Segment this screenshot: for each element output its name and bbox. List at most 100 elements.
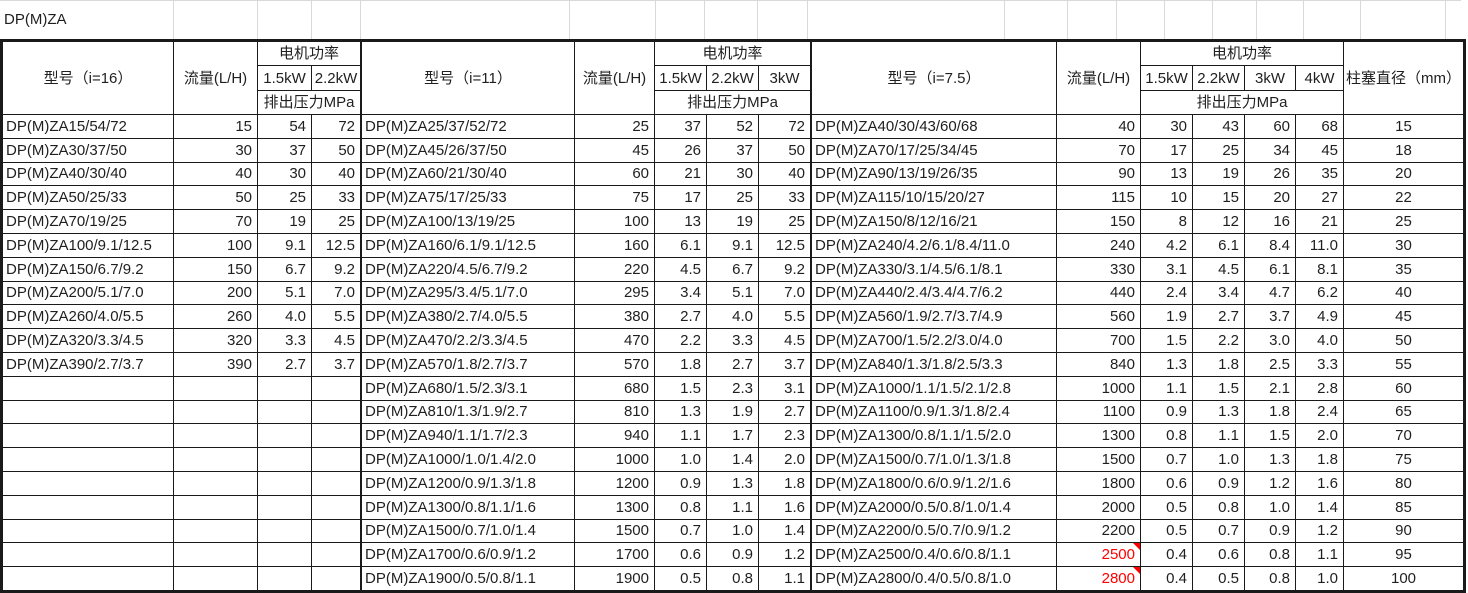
pressure-cell[interactable]: 4.0 xyxy=(1295,328,1344,353)
kw-header[interactable]: 2.2kW xyxy=(1192,65,1245,91)
pressure-cell[interactable]: 1.3 xyxy=(706,470,759,496)
pressure-cell[interactable]: 27 xyxy=(1295,185,1344,211)
flow-column-header[interactable]: 流量(L/H) xyxy=(574,41,655,115)
pressure-cell[interactable]: 8.4 xyxy=(1244,232,1296,258)
flow-cell[interactable]: 320 xyxy=(173,328,258,353)
pressure-cell[interactable] xyxy=(257,518,312,544)
flow-cell[interactable]: 1900 xyxy=(574,566,655,591)
pressure-cell[interactable]: 1.5 xyxy=(1140,328,1193,353)
pressure-cell[interactable]: 37 xyxy=(706,137,759,163)
model-cell[interactable]: DP(M)ZA1300/0.8/1.1/1.5/2.0 xyxy=(811,423,1057,449)
pressure-cell[interactable]: 0.5 xyxy=(1140,494,1193,520)
pressure-cell[interactable] xyxy=(257,423,312,449)
pressure-cell[interactable]: 72 xyxy=(311,114,361,139)
pressure-cell[interactable]: 54 xyxy=(257,114,312,139)
model-cell[interactable] xyxy=(2,542,174,568)
flow-cell[interactable]: 200 xyxy=(173,280,258,306)
pressure-cell[interactable]: 3.4 xyxy=(1192,280,1245,306)
motor-power-header[interactable]: 电机功率 xyxy=(257,41,361,66)
flow-cell[interactable]: 390 xyxy=(173,351,258,377)
pressure-cell[interactable]: 3.7 xyxy=(1244,304,1296,330)
flow-cell[interactable]: 25 xyxy=(574,114,655,139)
pressure-cell[interactable]: 15 xyxy=(1192,185,1245,211)
pressure-cell[interactable]: 19 xyxy=(257,209,312,234)
model-cell[interactable]: DP(M)ZA40/30/40 xyxy=(2,161,174,187)
pressure-cell[interactable]: 0.9 xyxy=(1140,399,1193,425)
model-column-header[interactable]: 型号（i=7.5） xyxy=(811,41,1057,115)
plunger-diameter-cell[interactable]: 50 xyxy=(1343,328,1464,353)
pressure-cell[interactable]: 3.1 xyxy=(758,375,811,401)
model-cell[interactable]: DP(M)ZA700/1.5/2.2/3.0/4.0 xyxy=(811,328,1057,353)
model-cell[interactable]: DP(M)ZA15/54/72 xyxy=(2,114,174,139)
pressure-cell[interactable]: 0.4 xyxy=(1140,542,1193,568)
pressure-cell[interactable]: 0.7 xyxy=(654,518,707,544)
model-cell[interactable]: DP(M)ZA940/1.1/1.7/2.3 xyxy=(361,423,575,449)
flow-cell[interactable]: 2800 xyxy=(1056,566,1141,591)
pressure-cell[interactable]: 1.6 xyxy=(758,494,811,520)
pressure-cell[interactable]: 2.0 xyxy=(1295,423,1344,449)
pressure-cell[interactable]: 72 xyxy=(758,114,811,139)
pressure-cell[interactable]: 17 xyxy=(1140,137,1193,163)
pressure-cell[interactable]: 0.9 xyxy=(1244,518,1296,544)
pressure-cell[interactable]: 1.5 xyxy=(1244,423,1296,449)
kw-header[interactable]: 4kW xyxy=(1295,65,1344,91)
pressure-cell[interactable]: 21 xyxy=(1295,209,1344,234)
plunger-diameter-header[interactable]: 柱塞直径（mm） xyxy=(1343,41,1464,115)
pressure-cell[interactable]: 1.0 xyxy=(1244,494,1296,520)
flow-cell[interactable]: 2500 xyxy=(1056,542,1141,568)
pressure-cell[interactable]: 2.8 xyxy=(1295,375,1344,401)
kw-header[interactable]: 3kW xyxy=(758,65,811,91)
flow-cell[interactable]: 680 xyxy=(574,375,655,401)
pressure-cell[interactable]: 3.4 xyxy=(654,280,707,306)
pressure-cell[interactable] xyxy=(257,447,312,472)
pressure-cell[interactable]: 19 xyxy=(1192,161,1245,187)
pressure-cell[interactable]: 5.1 xyxy=(257,280,312,306)
pressure-cell[interactable]: 1.3 xyxy=(1140,351,1193,377)
flow-column-header[interactable]: 流量(L/H) xyxy=(173,41,258,115)
plunger-diameter-cell[interactable]: 85 xyxy=(1343,494,1464,520)
pressure-cell[interactable]: 40 xyxy=(758,161,811,187)
kw-header[interactable]: 1.5kW xyxy=(257,65,312,91)
pressure-cell[interactable]: 6.1 xyxy=(1244,256,1296,282)
discharge-pressure-header[interactable]: 排出压力MPa xyxy=(654,90,811,115)
pressure-cell[interactable]: 3.3 xyxy=(706,328,759,353)
sheet-title[interactable]: DP(M)ZA xyxy=(4,11,67,28)
plunger-diameter-cell[interactable]: 40 xyxy=(1343,280,1464,306)
pressure-cell[interactable]: 1.2 xyxy=(758,542,811,568)
model-cell[interactable]: DP(M)ZA70/17/25/34/45 xyxy=(811,137,1057,163)
pressure-cell[interactable]: 3.7 xyxy=(311,351,361,377)
pressure-cell[interactable]: 1.1 xyxy=(758,566,811,591)
pressure-cell[interactable]: 2.7 xyxy=(758,399,811,425)
pressure-cell[interactable]: 68 xyxy=(1295,114,1344,139)
pressure-cell[interactable]: 0.8 xyxy=(706,566,759,591)
flow-cell[interactable]: 1500 xyxy=(574,518,655,544)
model-cell[interactable] xyxy=(2,494,174,520)
pressure-cell[interactable]: 0.8 xyxy=(1244,566,1296,591)
pressure-cell[interactable] xyxy=(257,399,312,425)
pressure-cell[interactable]: 9.1 xyxy=(706,232,759,258)
flow-cell[interactable]: 700 xyxy=(1056,328,1141,353)
pressure-cell[interactable]: 11.0 xyxy=(1295,232,1344,258)
pressure-cell[interactable]: 34 xyxy=(1244,137,1296,163)
pressure-cell[interactable] xyxy=(311,470,361,496)
pressure-cell[interactable]: 0.8 xyxy=(1244,542,1296,568)
pressure-cell[interactable] xyxy=(311,518,361,544)
model-cell[interactable] xyxy=(2,447,174,472)
flow-cell[interactable]: 330 xyxy=(1056,256,1141,282)
model-cell[interactable] xyxy=(2,518,174,544)
model-column-header[interactable]: 型号（i=16） xyxy=(2,41,174,115)
plunger-diameter-cell[interactable]: 30 xyxy=(1343,232,1464,258)
pressure-cell[interactable]: 0.4 xyxy=(1140,566,1193,591)
plunger-diameter-cell[interactable]: 80 xyxy=(1343,470,1464,496)
model-cell[interactable]: DP(M)ZA25/37/52/72 xyxy=(361,114,575,139)
model-cell[interactable]: DP(M)ZA240/4.2/6.1/8.4/11.0 xyxy=(811,232,1057,258)
flow-cell[interactable]: 570 xyxy=(574,351,655,377)
plunger-diameter-cell[interactable]: 65 xyxy=(1343,399,1464,425)
pressure-cell[interactable]: 16 xyxy=(1244,209,1296,234)
pressure-cell[interactable]: 43 xyxy=(1192,114,1245,139)
pressure-cell[interactable]: 2.2 xyxy=(1192,328,1245,353)
pressure-cell[interactable] xyxy=(257,470,312,496)
pressure-cell[interactable]: 1.8 xyxy=(654,351,707,377)
flow-cell[interactable]: 1100 xyxy=(1056,399,1141,425)
pressure-cell[interactable]: 0.9 xyxy=(706,542,759,568)
